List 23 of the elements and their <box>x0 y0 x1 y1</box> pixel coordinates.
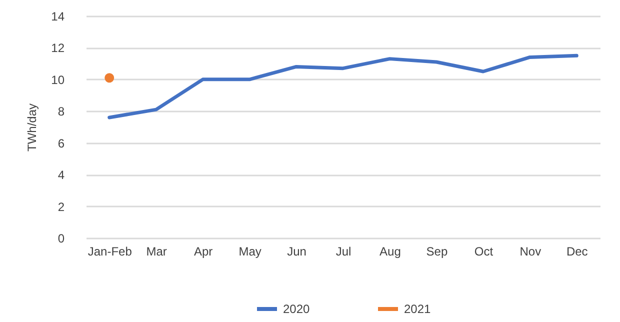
x-tick-label: Oct <box>474 244 494 258</box>
y-tick-label: 12 <box>51 41 65 56</box>
y-tick-label: 4 <box>58 168 65 182</box>
x-tick-label: Nov <box>520 244 542 258</box>
x-tick-label: May <box>238 244 262 258</box>
legend-label: 2020 <box>283 302 310 316</box>
y-tick-label: 0 <box>58 232 65 246</box>
y-tick-label: 10 <box>51 72 65 87</box>
legend-label: 2021 <box>404 302 432 316</box>
x-tick-label: Apr <box>194 244 213 258</box>
y-tick-label: 6 <box>58 136 65 150</box>
y-tick-label: 2 <box>58 200 65 214</box>
x-tick-label: Aug <box>380 244 401 258</box>
x-tick-label: Jan-Feb <box>88 244 132 258</box>
y-axis-title: TWh/day <box>25 103 40 152</box>
line-series <box>108 54 578 120</box>
x-tick-label: Jul <box>336 244 352 258</box>
y-tick-label: 14 <box>51 10 65 24</box>
y-tick-label: 8 <box>58 104 65 119</box>
x-tick-label: Sep <box>426 244 448 258</box>
x-tick-label: Jun <box>287 244 306 258</box>
x-tick-label: Mar <box>146 244 167 258</box>
x-tick-label: Dec <box>566 244 588 258</box>
